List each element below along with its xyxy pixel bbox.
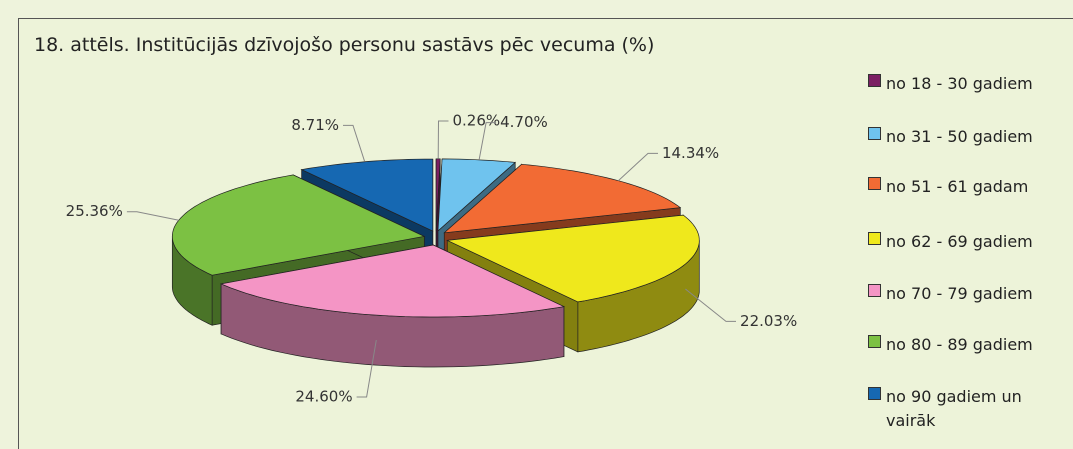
data-label: 25.36% [66,202,123,220]
legend-swatch [868,284,881,297]
leader-line [126,211,179,221]
legend-item: no 70 - 79 gadiem [868,282,1058,306]
legend-label: no 90 gadiem un vairāk [886,387,1022,430]
legend-swatch [868,127,881,140]
slice [219,244,566,368]
legend-swatch [868,177,881,190]
data-label: 0.26% [453,112,501,130]
legend-item: no 80 - 89 gadiem [868,333,1058,357]
leader-line [617,152,658,182]
data-label: 14.34% [662,144,719,162]
legend-item: no 18 - 30 gadiem [868,72,1058,96]
legend-item: no 51 - 61 gadam [868,175,1058,199]
legend-item: no 90 gadiem un vairāk [868,385,1058,433]
legend-label: no 80 - 89 gadiem [886,335,1033,354]
legend-label: no 62 - 69 gadiem [886,232,1033,251]
leader-line [356,340,377,398]
legend-label: no 51 - 61 gadam [886,177,1029,196]
legend-item: no 62 - 69 gadiem [868,230,1058,254]
leader-line [437,120,449,159]
data-label: 4.70% [500,113,548,131]
legend-swatch [868,387,881,400]
legend-label: no 31 - 50 gadiem [886,127,1033,146]
legend-label: no 18 - 30 gadiem [886,74,1033,93]
legend-swatch [868,74,881,87]
leader-line [685,288,736,322]
chart-title: 18. attēls. Institūcijās dzīvojošo perso… [34,34,655,56]
leader-line [343,124,366,162]
legend-label: no 70 - 79 gadiem [886,284,1033,303]
legend-swatch [868,335,881,348]
legend-item: no 31 - 50 gadiem [868,125,1058,149]
data-label: 8.71% [291,116,339,134]
legend-swatch [868,232,881,245]
data-label: 22.03% [740,312,797,330]
slice-top [446,214,700,303]
slice-top [219,244,566,318]
leader-line [478,122,497,160]
slice-top [300,158,434,232]
data-label: 24.60% [295,387,352,405]
